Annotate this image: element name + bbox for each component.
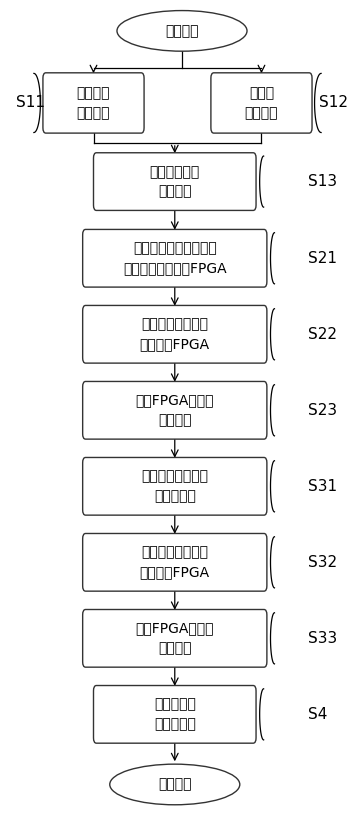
Text: 测试开始: 测试开始 xyxy=(165,24,199,38)
Text: 生成参考
配置文件: 生成参考 配置文件 xyxy=(77,86,110,119)
Ellipse shape xyxy=(117,11,247,51)
Text: S22: S22 xyxy=(308,326,337,342)
Text: 测量FPGA分频后
时钟频率: 测量FPGA分频后 时钟频率 xyxy=(135,393,214,427)
FancyBboxPatch shape xyxy=(83,230,267,287)
Text: 测量FPGA分频后
时钟频率: 测量FPGA分频后 时钟频率 xyxy=(135,621,214,655)
Ellipse shape xyxy=(110,764,240,805)
Text: S31: S31 xyxy=(308,478,337,493)
Text: 测试开始: 测试开始 xyxy=(158,777,191,792)
Text: S4: S4 xyxy=(308,707,328,721)
Text: S21: S21 xyxy=(308,250,337,266)
Text: S11: S11 xyxy=(16,95,45,110)
FancyBboxPatch shape xyxy=(94,153,256,210)
FancyBboxPatch shape xyxy=(94,686,256,743)
FancyBboxPatch shape xyxy=(83,306,267,363)
FancyBboxPatch shape xyxy=(83,458,267,515)
FancyBboxPatch shape xyxy=(83,610,267,667)
FancyBboxPatch shape xyxy=(211,73,312,133)
Text: 启动刷新功能，刷
新被监测FPGA: 启动刷新功能，刷 新被监测FPGA xyxy=(140,545,210,579)
Text: 生成新
配置文件: 生成新 配置文件 xyxy=(245,86,278,119)
Text: S33: S33 xyxy=(308,630,338,645)
Text: S12: S12 xyxy=(319,95,348,110)
Text: 得出自主监
控验证结果: 得出自主监 控验证结果 xyxy=(154,697,196,731)
Text: S23: S23 xyxy=(308,402,337,418)
Text: 比较两个文件
翻转位数: 比较两个文件 翻转位数 xyxy=(150,164,200,199)
Text: 将新配置文件注入
到被监测FPGA: 将新配置文件注入 到被监测FPGA xyxy=(140,317,210,351)
FancyBboxPatch shape xyxy=(43,73,144,133)
Text: S13: S13 xyxy=(308,174,337,189)
Text: S32: S32 xyxy=(308,554,337,569)
FancyBboxPatch shape xyxy=(83,382,267,439)
Text: 启动监控功能，得
出翻转位数: 启动监控功能，得 出翻转位数 xyxy=(141,469,208,503)
FancyBboxPatch shape xyxy=(83,534,267,591)
Text: 将参考配置文件注入到
配置芯片和被监测FPGA: 将参考配置文件注入到 配置芯片和被监测FPGA xyxy=(123,241,226,275)
